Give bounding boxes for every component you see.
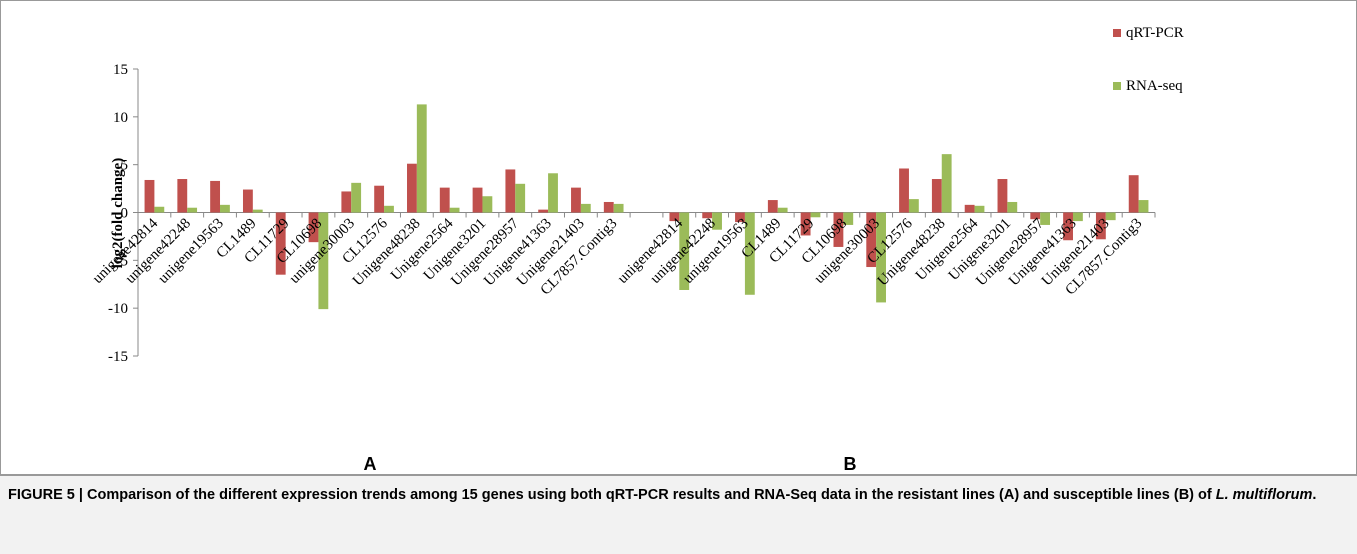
- bar: [538, 209, 549, 213]
- caption-text: .: [1312, 487, 1317, 503]
- bar: [482, 196, 493, 213]
- bar: [613, 203, 624, 213]
- bar: [876, 212, 886, 303]
- y-tick-label: 5: [121, 158, 129, 174]
- bar: [974, 205, 985, 213]
- bar: [1072, 212, 1083, 222]
- bar: [833, 212, 844, 247]
- bar: [777, 207, 788, 213]
- bar: [515, 183, 526, 213]
- panel-label: B: [844, 454, 857, 474]
- bar: [843, 212, 854, 225]
- bar: [735, 212, 745, 223]
- bar: [964, 204, 975, 213]
- y-tick-label: 15: [113, 62, 128, 78]
- bar: [210, 180, 221, 213]
- bar: [449, 207, 460, 213]
- bar: [374, 185, 385, 213]
- bar: [351, 182, 362, 213]
- bar: [744, 212, 755, 295]
- bar: [712, 212, 722, 230]
- chart-frame: [0, 0, 1357, 475]
- bar: [416, 104, 427, 213]
- bar: [1063, 212, 1073, 241]
- bar: [810, 212, 821, 218]
- y-tick-label: -10: [108, 301, 128, 317]
- bar: [767, 200, 778, 213]
- bar: [384, 205, 394, 213]
- bar: [318, 212, 329, 310]
- bar: [603, 201, 614, 213]
- y-tick-label: -15: [108, 349, 128, 365]
- bar: [242, 189, 253, 213]
- bar: [899, 168, 909, 213]
- bar: [931, 179, 942, 213]
- bar: [308, 212, 319, 243]
- bar: [866, 212, 877, 268]
- bar: [679, 212, 690, 290]
- bar: [548, 173, 558, 213]
- y-tick-label: 10: [113, 110, 128, 126]
- legend-swatch: [1113, 29, 1121, 37]
- bar: [1030, 212, 1041, 220]
- bar: [580, 203, 591, 213]
- legend-label: qRT-PCR: [1126, 25, 1184, 41]
- bar: [669, 212, 680, 222]
- bar: [252, 209, 263, 213]
- legend-label: RNA-seq: [1126, 78, 1183, 94]
- bar: [941, 154, 952, 213]
- chart: log2(fold change) -15-10-5051015unigene4…: [0, 0, 1357, 475]
- bar: [341, 191, 352, 213]
- bar: [505, 169, 516, 213]
- bar: [571, 187, 581, 213]
- y-tick-label: 0: [121, 206, 129, 222]
- caption: FIGURE 5 | Comparison of the different e…: [0, 475, 1357, 554]
- bar: [1138, 200, 1149, 213]
- bar: [800, 212, 811, 236]
- bar: [407, 163, 417, 213]
- caption-text: L. multiflorum: [1215, 487, 1313, 503]
- bar: [220, 204, 230, 213]
- bar: [154, 206, 165, 213]
- bar: [702, 212, 713, 219]
- bar: [439, 187, 450, 213]
- panel-label: A: [364, 454, 377, 474]
- bar: [144, 179, 155, 213]
- bar: [1128, 175, 1139, 213]
- bar: [1040, 212, 1051, 225]
- y-axis-label: log2(fold change): [110, 158, 126, 268]
- caption-text: FIGURE 5 | Comparison of the different e…: [8, 487, 1216, 503]
- bar: [1095, 212, 1106, 240]
- bar: [187, 207, 198, 213]
- y-tick-label: -5: [116, 253, 129, 269]
- bar: [1105, 212, 1116, 221]
- bar: [472, 187, 483, 213]
- bar: [275, 212, 286, 275]
- bar: [177, 179, 188, 213]
- legend-swatch: [1113, 82, 1121, 90]
- bar: [908, 199, 919, 213]
- bar: [1007, 201, 1018, 213]
- bar: [997, 179, 1008, 213]
